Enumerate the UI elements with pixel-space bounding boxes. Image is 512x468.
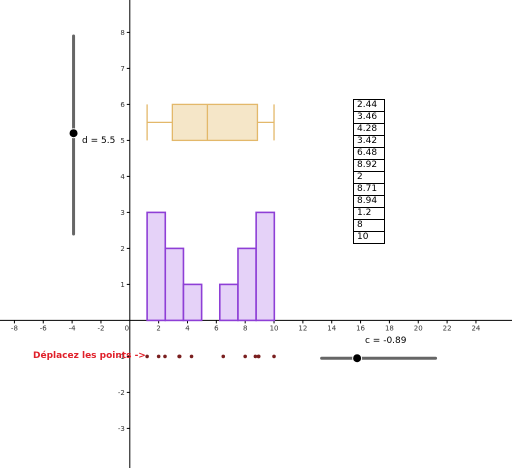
y-tick-label: 6 [120,101,125,109]
histogram-bar [164,247,185,322]
x-tick-label: -2 [97,324,104,332]
values-list-row[interactable]: 3.46 [353,111,385,124]
values-list-cell[interactable]: 8.71 [353,183,385,196]
y-tick-label: -2 [118,389,125,397]
draggable-point[interactable] [163,354,167,359]
slider-d-label: d = 5.5 [82,136,115,146]
slider-d-knob[interactable] [68,128,79,139]
x-tick-label: 12 [298,324,307,332]
values-list-row[interactable]: 1.2 [353,207,385,220]
draggable-points[interactable] [145,354,276,359]
draggable-point[interactable] [145,354,149,359]
slider-c[interactable]: c = -0.89 [320,336,438,364]
x-tick-label: 6 [214,324,219,332]
values-list-row[interactable]: 2.44 [353,99,385,112]
draggable-point[interactable] [272,354,276,359]
values-list-cell[interactable]: 2 [353,171,385,184]
histogram-bar [255,211,276,322]
draggable-point[interactable] [253,354,258,359]
y-tick-label: 4 [120,173,125,181]
x-tick-label: 24 [471,324,480,332]
values-list-cell[interactable]: 8.94 [353,195,385,208]
slider-d[interactable]: d = 5.5 [68,34,115,236]
values-list-cell[interactable]: 3.42 [353,135,385,148]
x-tick-label: 0 [125,324,129,332]
y-tick-label: 7 [120,65,124,73]
y-tick-label: 5 [120,137,124,145]
boxplot [146,103,275,142]
values-list-cell[interactable]: 8 [353,219,385,232]
draggable-point[interactable] [189,354,194,359]
y-tick-label: 8 [120,29,124,37]
y-tick-label: -1 [118,353,125,361]
y-axis-ticks: -3 -2 -1 1 2 3 4 5 6 7 8 [118,29,130,433]
histogram-bar [237,247,257,322]
x-tick-label: 8 [243,324,247,332]
x-tick-label: -4 [69,324,77,332]
x-tick-label: 18 [385,324,394,332]
x-axis-ticks: -8 -6 -4 -2 0 2 4 6 8 10 12 14 16 18 20 22 24 [11,320,481,332]
values-list-cell[interactable]: 1.2 [353,207,385,220]
values-list-row[interactable]: 10 [353,231,385,244]
values-list-cell[interactable]: 8.92 [353,159,385,172]
draggable-point[interactable] [156,354,161,359]
values-list-cell[interactable]: 3.46 [353,111,385,124]
drag-points-instruction: Déplacez les points -> [33,350,146,361]
boxplot-box [171,103,259,142]
draggable-point[interactable] [221,354,226,359]
draggable-point[interactable] [243,354,247,359]
histogram-bar [182,283,203,322]
histogram-bar [218,283,239,322]
x-tick-label: 20 [414,324,423,332]
values-list-row[interactable]: 3.42 [353,135,385,148]
x-tick-label: -6 [40,324,48,332]
values-list-row[interactable]: 4.28 [353,123,385,136]
y-tick-label: -3 [118,425,125,433]
values-list-cell[interactable]: 4.28 [353,123,385,136]
x-tick-label: 16 [356,324,365,332]
values-list-row[interactable]: 8.94 [353,195,385,208]
y-tick-label: 1 [120,281,124,289]
values-list-row[interactable]: 2 [353,171,385,184]
x-tick-label: 10 [270,324,279,332]
values-list[interactable]: 2.44 3.46 4.28 3.42 6.48 8.92 2 8.71 8.94 1.2 8 10 [353,99,385,244]
values-list-cell[interactable]: 6.48 [353,147,385,160]
slider-c-label: c = -0.89 [365,336,407,346]
x-tick-label: 14 [327,324,336,332]
histogram-bar [146,211,167,322]
values-list-row[interactable]: 6.48 [353,147,385,160]
values-list-row[interactable]: 8 [353,219,385,232]
y-tick-label: 2 [120,245,124,253]
x-tick-label: 4 [185,324,190,332]
values-list-cell[interactable]: 10 [353,231,385,244]
values-list-cell[interactable]: 2.44 [353,99,385,112]
x-tick-label: 2 [156,324,160,332]
x-tick-label: -8 [11,324,18,332]
slider-c-knob[interactable] [352,353,363,364]
draggable-point[interactable] [177,354,182,359]
x-tick-label: 22 [443,324,452,332]
y-tick-label: 3 [120,209,124,217]
draggable-point[interactable] [256,354,261,359]
values-list-row[interactable]: 8.71 [353,183,385,196]
histogram [146,211,276,322]
values-list-row[interactable]: 8.92 [353,159,385,172]
